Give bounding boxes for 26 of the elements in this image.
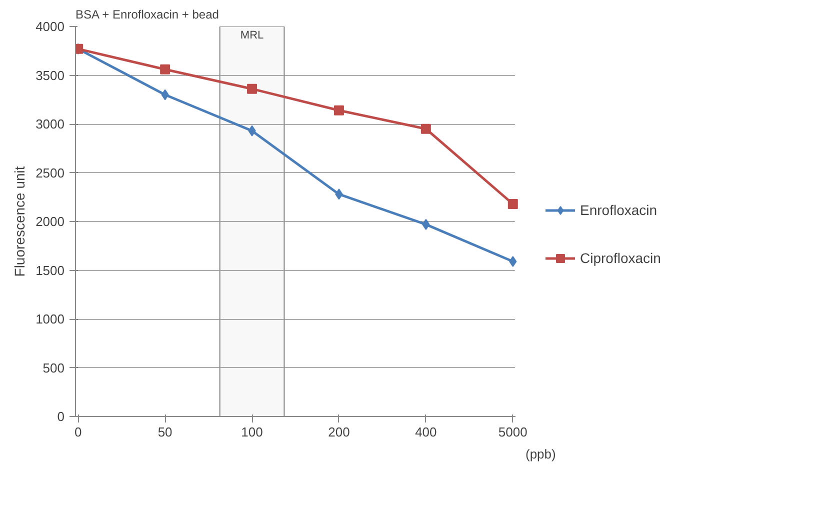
point	[160, 64, 170, 74]
y-tick-label: 3000	[36, 116, 64, 132]
legend-label: Enrofloxacin	[580, 202, 658, 218]
x-tick-label: 50	[158, 424, 172, 440]
x-tick-label: 100	[241, 424, 263, 440]
point	[508, 198, 518, 209]
y-tick-label: 3500	[36, 68, 64, 83]
y-tick-label: 4000	[36, 19, 64, 34]
y-tick-label: 1500	[36, 262, 64, 278]
y-tick-label: 0	[57, 409, 65, 424]
y-tick-label: 2000	[36, 214, 64, 229]
y-tick-label: 1000	[36, 312, 64, 326]
x-tick-label: 200	[328, 424, 350, 440]
x-tick-label: 5000	[498, 424, 528, 440]
chart-title: BSA + Enrofloxacin + bead	[76, 8, 219, 22]
legend-label: Ciprofloxacin	[580, 250, 661, 266]
point	[247, 84, 258, 94]
x-tick-label: 400	[415, 424, 437, 440]
y-axis-title: Fluorescence unit	[12, 166, 28, 277]
y-tick-label: 500	[42, 360, 65, 376]
point	[334, 105, 344, 116]
x-axis-title: (ppb)	[526, 446, 556, 462]
band-label: MRL	[240, 30, 264, 42]
x-tick-label: 0	[74, 424, 82, 440]
y-tick-label: 2500	[36, 165, 64, 180]
point	[420, 124, 431, 134]
